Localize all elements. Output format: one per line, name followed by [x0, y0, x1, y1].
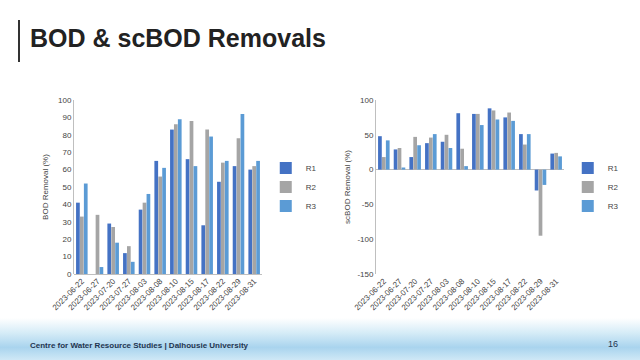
svg-text:2023-06-27: 2023-06-27: [66, 276, 102, 312]
svg-text:2023-08-03: 2023-08-03: [415, 276, 451, 312]
svg-text:0: 0: [369, 165, 374, 174]
svg-text:R3: R3: [306, 202, 317, 211]
svg-text:R2: R2: [306, 183, 317, 192]
svg-text:90: 90: [62, 113, 71, 122]
svg-text:2023-08-17: 2023-08-17: [478, 276, 514, 312]
svg-text:2023-08-08: 2023-08-08: [431, 276, 467, 312]
svg-text:2023-08-29: 2023-08-29: [509, 276, 545, 312]
svg-text:2023-08-22: 2023-08-22: [494, 276, 530, 312]
svg-text:0: 0: [67, 270, 72, 279]
svg-text:2023-07-27: 2023-07-27: [98, 276, 134, 312]
svg-text:100: 100: [58, 96, 72, 105]
svg-text:10: 10: [62, 252, 71, 261]
svg-text:R1: R1: [608, 164, 619, 173]
svg-text:30: 30: [62, 218, 71, 227]
svg-text:2023-08-08: 2023-08-08: [129, 276, 165, 312]
svg-text:scBOD Removal (%): scBOD Removal (%): [343, 150, 352, 224]
svg-text:2023-06-27: 2023-06-27: [368, 276, 404, 312]
svg-text:R3: R3: [608, 202, 619, 211]
svg-text:2023-08-15: 2023-08-15: [462, 276, 498, 312]
html-text:BOD & scBOD Removals: BOD & scBOD Removals: [30, 24, 326, 52]
svg-text:20: 20: [62, 235, 71, 244]
svg-text:BOD Removal (%): BOD Removal (%): [41, 154, 50, 220]
svg-text:2023-08-03: 2023-08-03: [113, 276, 149, 312]
svg-text:2023-07-20: 2023-07-20: [82, 276, 118, 312]
svg-text:70: 70: [62, 148, 71, 157]
svg-text:-50: -50: [362, 200, 374, 209]
svg-text:2023-08-22: 2023-08-22: [192, 276, 228, 312]
svg-text:60: 60: [62, 165, 71, 174]
svg-text:2023-08-10: 2023-08-10: [447, 276, 483, 312]
svg-text:80: 80: [62, 131, 71, 140]
svg-text:100: 100: [360, 96, 374, 105]
svg-text:50: 50: [364, 131, 373, 140]
html-text:Centre for Water Resource Stud: Centre for Water Resource Studies | Dalh…: [30, 341, 248, 350]
svg-text:2023-08-29: 2023-08-29: [207, 276, 243, 312]
svg-text:R1: R1: [306, 164, 317, 173]
svg-text:2023-08-31: 2023-08-31: [223, 276, 259, 312]
svg-text:40: 40: [62, 200, 71, 209]
svg-text:2023-08-15: 2023-08-15: [160, 276, 196, 312]
svg-text:2023-06-22: 2023-06-22: [353, 276, 389, 312]
svg-text:-100: -100: [357, 235, 374, 244]
svg-text:2023-08-17: 2023-08-17: [176, 276, 212, 312]
svg-text:2023-07-20: 2023-07-20: [384, 276, 420, 312]
svg-text:2023-08-31: 2023-08-31: [525, 276, 561, 312]
svg-text:2023-06-22: 2023-06-22: [51, 276, 87, 312]
svg-text:R2: R2: [608, 183, 619, 192]
svg-text:2023-08-10: 2023-08-10: [145, 276, 181, 312]
svg-text:2023-07-27: 2023-07-27: [400, 276, 436, 312]
svg-text:-150: -150: [357, 270, 374, 279]
svg-text:50: 50: [62, 183, 71, 192]
html-text:16: 16: [608, 339, 618, 349]
